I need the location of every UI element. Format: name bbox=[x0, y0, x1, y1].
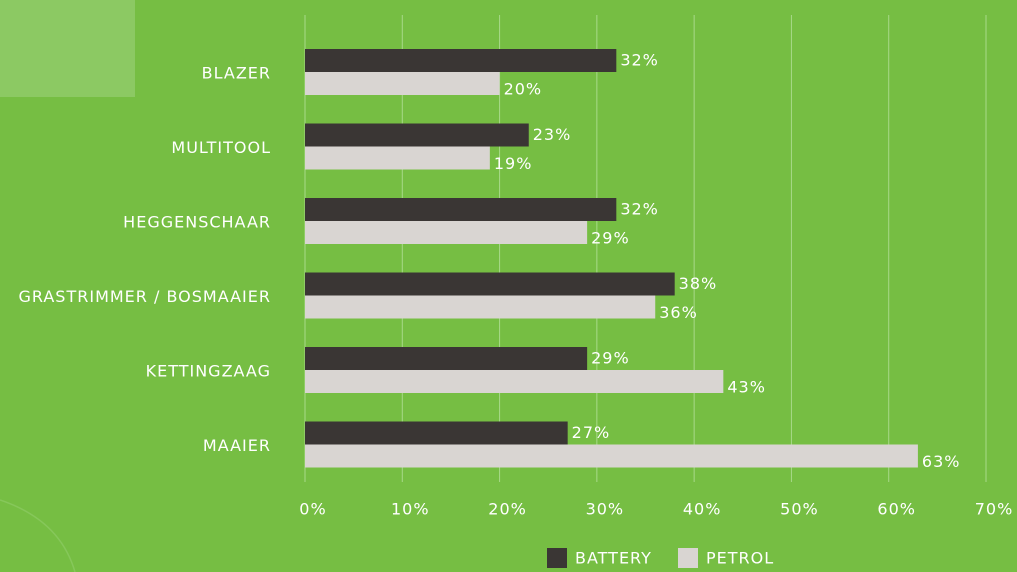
value-label: 27% bbox=[572, 423, 611, 442]
x-tick-label: 40% bbox=[683, 500, 722, 519]
x-tick-label: 60% bbox=[877, 500, 916, 519]
bar bbox=[305, 146, 490, 170]
decor-arc bbox=[0, 499, 76, 572]
x-tick-label: 70% bbox=[975, 500, 1014, 519]
value-label: 29% bbox=[591, 349, 630, 368]
value-label: 32% bbox=[620, 200, 659, 219]
bar bbox=[305, 370, 724, 393]
y-tick-label: MULTITOOL bbox=[171, 138, 271, 157]
value-label: 43% bbox=[727, 378, 766, 397]
value-label: 63% bbox=[922, 452, 961, 471]
bar bbox=[305, 444, 918, 468]
legend-label: BATTERY bbox=[575, 549, 652, 568]
legend-swatch bbox=[547, 548, 567, 568]
x-tick-label: 30% bbox=[586, 500, 625, 519]
bar bbox=[305, 347, 588, 370]
y-tick-label: MAAIER bbox=[203, 436, 271, 455]
value-label: 23% bbox=[533, 125, 572, 144]
x-tick-label: 50% bbox=[780, 500, 819, 519]
y-tick-label: GRASTRIMMER / BOSMAAIER bbox=[18, 287, 271, 306]
y-tick-label: KETTINGZAAG bbox=[146, 362, 271, 381]
y-tick-label: BLAZER bbox=[202, 64, 271, 83]
bar bbox=[305, 295, 656, 319]
decor-square bbox=[0, 0, 135, 97]
value-label: 38% bbox=[679, 274, 718, 293]
legend-label: PETROL bbox=[706, 549, 774, 568]
x-tick-label: 20% bbox=[488, 500, 527, 519]
bar bbox=[305, 49, 617, 72]
bar bbox=[305, 221, 588, 244]
value-label: 20% bbox=[504, 80, 543, 99]
y-tick-label: HEGGENSCHAAR bbox=[123, 213, 271, 232]
value-label: 19% bbox=[494, 154, 533, 173]
bar bbox=[305, 421, 568, 445]
bar bbox=[305, 198, 617, 221]
x-tick-label: 10% bbox=[391, 500, 430, 519]
legend-swatch bbox=[678, 548, 698, 568]
x-tick-label: 0% bbox=[299, 500, 326, 519]
bar bbox=[305, 272, 675, 296]
value-label: 32% bbox=[620, 51, 659, 70]
bar bbox=[305, 72, 500, 95]
value-label: 29% bbox=[591, 229, 630, 248]
bar bbox=[305, 123, 529, 147]
value-label: 36% bbox=[659, 303, 698, 322]
